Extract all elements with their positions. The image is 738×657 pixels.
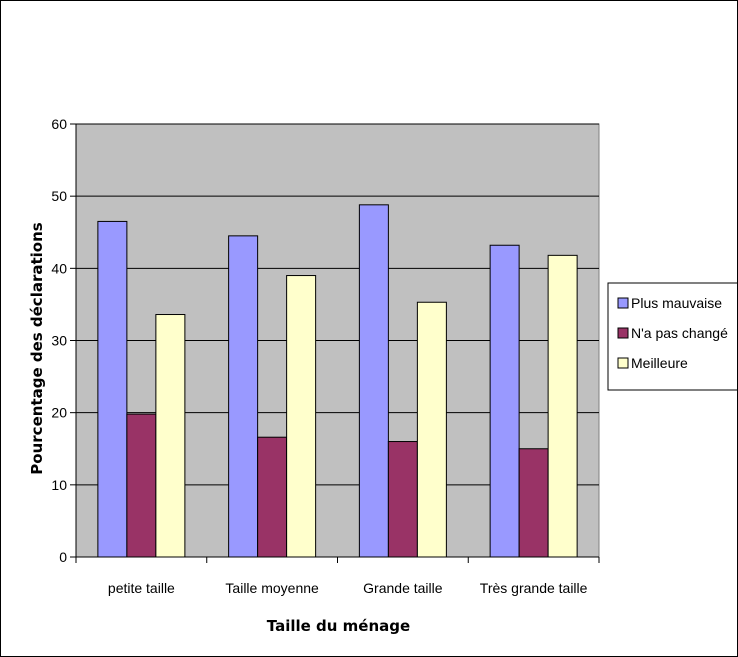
bar-1-1 — [97, 220, 128, 558]
y-tick-label: 40 — [51, 260, 67, 276]
bar-2-4 — [518, 448, 549, 558]
legend-label: N'a pas changé — [631, 325, 728, 341]
y-tick-label: 20 — [51, 405, 67, 421]
y-tick-label: 10 — [51, 477, 67, 493]
bar-3-2 — [286, 275, 317, 558]
bar-1-4 — [489, 244, 520, 558]
bar-2-3 — [387, 441, 418, 558]
y-tick-label: 60 — [51, 116, 67, 132]
bars — [97, 204, 578, 558]
y-tick-label: 30 — [51, 333, 67, 349]
x-tick-label: Très grande taille — [480, 580, 588, 596]
legend-label: Meilleure — [631, 355, 688, 371]
legend-box — [607, 282, 737, 391]
bar-1-2 — [228, 235, 259, 558]
x-tick-labels: petite taille Taille moyenne Grande taille… — [108, 580, 588, 596]
axes — [70, 123, 600, 563]
bar-3-4 — [547, 254, 578, 558]
bar-2-2 — [257, 436, 288, 558]
y-tick-label: 50 — [51, 188, 67, 204]
bar-2-1 — [126, 413, 157, 558]
bar-1-3 — [358, 204, 389, 558]
legend-label: Plus mauvaise — [631, 295, 722, 311]
bar-3-1 — [155, 314, 186, 558]
x-tick-label: Taille moyenne — [225, 580, 319, 596]
legend-swatch — [617, 297, 629, 309]
y-axis-title: Pourcentage des déclarations — [28, 222, 46, 474]
legend-swatch — [617, 357, 629, 369]
x-tick-label: petite taille — [108, 580, 175, 596]
y-tick-labels: 0 10 20 30 40 50 60 — [51, 116, 67, 565]
y-tick-label: 0 — [59, 549, 67, 565]
bar-3-3 — [416, 301, 447, 558]
x-axis-title: Taille du ménage — [267, 617, 410, 635]
legend-swatch — [617, 327, 629, 339]
x-tick-label: Grande taille — [363, 580, 443, 596]
legend: Plus mauvaise N'a pas changé Meilleure — [607, 282, 737, 391]
